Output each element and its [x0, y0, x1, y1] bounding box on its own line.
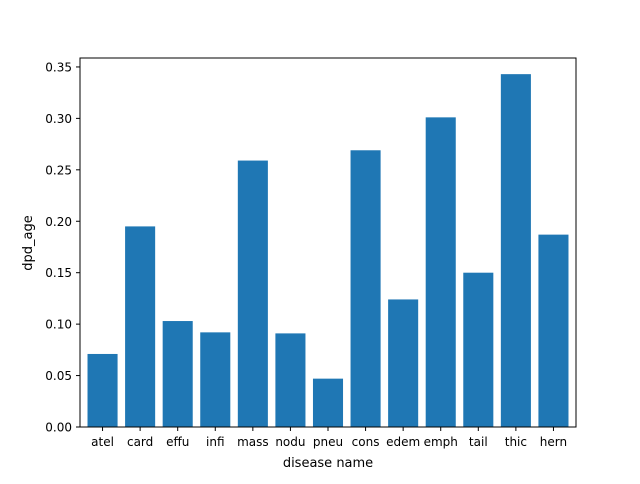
- y-tick-label-0.35: 0.35: [45, 60, 72, 74]
- bar-nodu: [275, 333, 306, 427]
- bar-thic: [500, 74, 531, 428]
- bar-effu: [162, 321, 193, 427]
- bar-pneu: [312, 378, 344, 427]
- bar-infi: [200, 332, 231, 427]
- y-axis-label: dpd_age: [21, 215, 36, 270]
- bar-hern: [538, 234, 569, 427]
- x-tick-label-emph: emph: [424, 435, 458, 449]
- y-tick-label-0.15: 0.15: [45, 266, 72, 280]
- x-tick-label-infi: infi: [206, 435, 225, 449]
- x-tick-label-mass: mass: [237, 435, 269, 449]
- bars-layer: [87, 74, 569, 428]
- bar-card: [125, 226, 156, 427]
- bar-edem: [388, 299, 419, 427]
- y-tick-label-0.30: 0.30: [45, 112, 72, 126]
- bar-cons: [350, 150, 381, 428]
- y-tick-label-0.25: 0.25: [45, 163, 72, 177]
- x-tick-label-edem: edem: [386, 435, 420, 449]
- bar-mass: [237, 160, 268, 427]
- x-tick-label-effu: effu: [166, 435, 189, 449]
- bar-tail: [463, 272, 494, 427]
- y-tick-label-0.05: 0.05: [45, 369, 72, 383]
- y-tick-label-0.10: 0.10: [45, 318, 72, 332]
- x-tick-label-nodu: nodu: [275, 435, 305, 449]
- bar-emph: [425, 117, 456, 427]
- x-tick-label-tail: tail: [469, 435, 488, 449]
- x-axis-label: disease name: [283, 456, 373, 471]
- x-tick-label-thic: thic: [505, 435, 527, 449]
- axes-layer: atel card effu infi mass nodu pneu cons edem emph…: [45, 57, 577, 449]
- x-tick-label-pneu: pneu: [313, 435, 343, 449]
- bar-atel: [87, 353, 118, 427]
- x-tick-label-card: card: [127, 435, 153, 449]
- y-tick-label-0.20: 0.20: [45, 215, 72, 229]
- x-tick-label-cons: cons: [352, 435, 380, 449]
- x-tick-label-hern: hern: [540, 435, 567, 449]
- x-tick-label-atel: atel: [91, 435, 114, 449]
- y-tick-label-0.00: 0.00: [45, 421, 72, 435]
